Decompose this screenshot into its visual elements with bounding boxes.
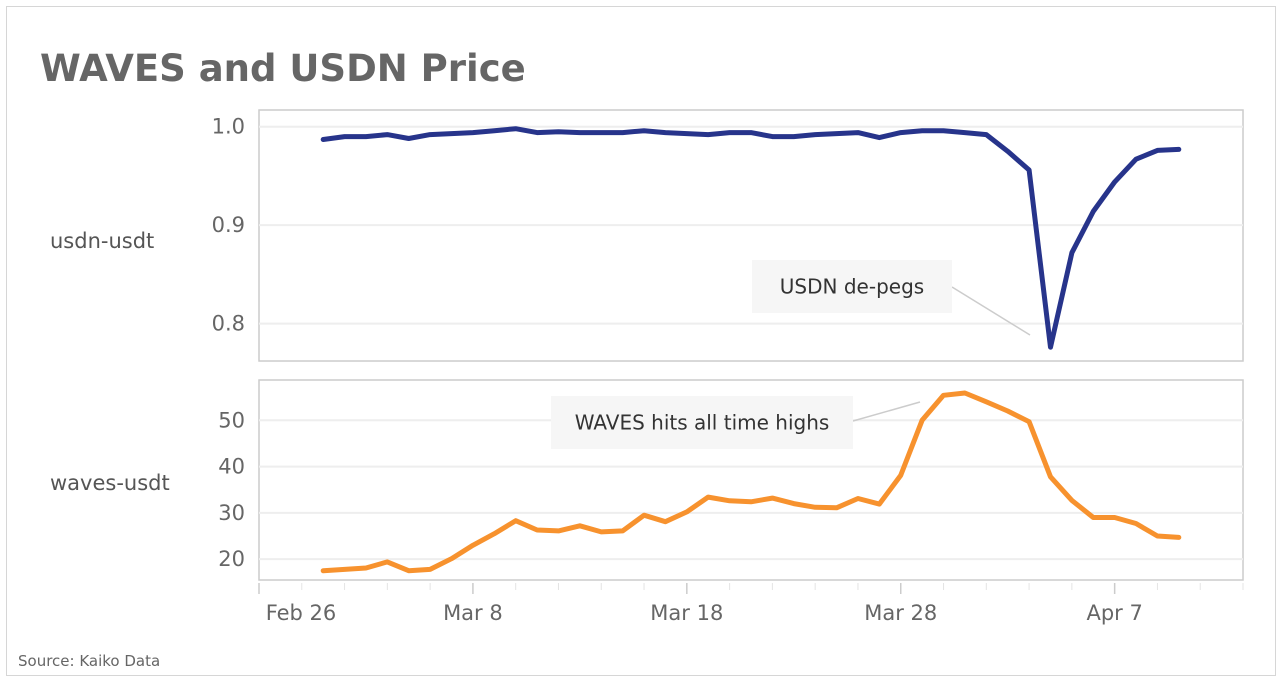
plot-area: [258, 109, 1244, 362]
y-tick-label: 0.8: [212, 312, 245, 336]
y-tick-label: 20: [218, 547, 245, 571]
annotation-label: USDN de-pegs: [780, 275, 924, 299]
plot-area: [258, 379, 1244, 581]
y-tick-label: 30: [218, 501, 245, 525]
y-axis-label: waves-usdt: [50, 471, 170, 495]
chart-title: WAVES and USDN Price: [40, 47, 526, 90]
series-line-usdn-usdt: [320, 126, 1182, 350]
y-axis-label: usdn-usdt: [50, 229, 154, 253]
x-tick-label: Mar 8: [443, 601, 503, 625]
y-tick-label: 0.9: [212, 213, 245, 237]
x-tick-label: Apr 7: [1086, 601, 1142, 625]
x-tick-label: Feb 26: [266, 601, 337, 625]
x-tick-label: Mar 18: [650, 601, 723, 625]
source-note: Source: Kaiko Data: [18, 652, 160, 670]
y-tick-label: 1.0: [212, 115, 245, 139]
y-tick-label: 50: [218, 408, 245, 432]
annotation-connector: [951, 286, 1031, 336]
annotation-connector: [852, 401, 921, 422]
x-tick-label: Mar 28: [864, 601, 937, 625]
annotation-box: [752, 260, 952, 313]
annotation-label: WAVES hits all time highs: [575, 411, 830, 435]
y-tick-label: 40: [218, 455, 245, 479]
chart-frame: [6, 6, 1276, 676]
annotation-box: [551, 396, 853, 449]
